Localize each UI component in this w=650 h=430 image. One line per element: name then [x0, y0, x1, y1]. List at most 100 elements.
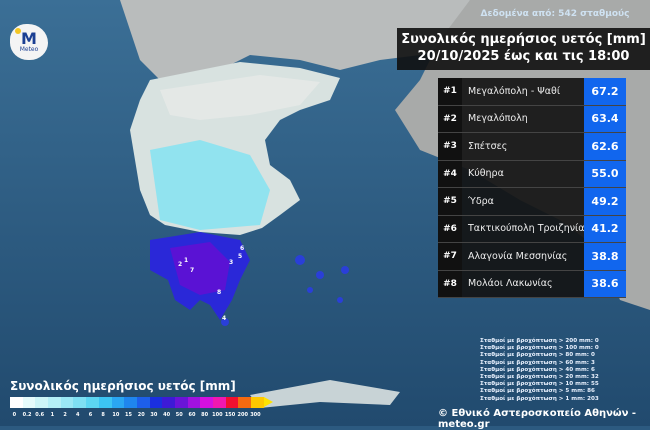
map-marker-7: 7	[190, 267, 194, 274]
rank: #8	[438, 270, 462, 297]
legend-color-cell	[111, 397, 125, 408]
legend-tick: 8	[101, 412, 105, 418]
rank: #1	[438, 78, 462, 105]
rank: #5	[438, 188, 462, 215]
legend-ticks: 0 0.2 0.6 1 2 4 6 8 10 15 20 30 40 50 60 80 100 150 200 300	[8, 412, 262, 418]
title-line-2: 20/10/2025 έως και τις 18:00	[417, 49, 630, 64]
rank: #2	[438, 105, 462, 132]
legend-color-cell	[98, 397, 112, 408]
station-name: Ύδρα	[462, 188, 584, 215]
stations-count: Δεδομένα από: 542 σταθμούς	[480, 9, 630, 19]
legend-color-cell	[86, 397, 99, 408]
stat-line: Σταθμοί με βροχόπτωση > 100 mm: 0	[480, 345, 599, 352]
station-name: Μολάοι Λακωνίας	[462, 270, 584, 297]
stat-line: Σταθμοί με βροχόπτωση > 10 mm: 55	[480, 381, 599, 388]
legend-tick: 80	[201, 412, 209, 418]
ranking-row: #8 Μολάοι Λακωνίας 38.6	[438, 270, 626, 298]
rank: #6	[438, 215, 462, 242]
ranking-row: #6 Τακτικούπολη Τροιζηνίας 41.2	[438, 215, 626, 243]
legend-color-cell	[251, 397, 264, 408]
legend-arrow-icon	[263, 397, 273, 407]
legend-color-cell	[136, 397, 150, 408]
legend-color-cell	[149, 397, 163, 408]
legend-tick: 40	[163, 412, 171, 418]
map-marker-2: 2	[178, 261, 182, 268]
stat-line: Σταθμοί με βροχόπτωση > 5 mm: 86	[480, 388, 595, 395]
map-marker-5: 5	[238, 253, 242, 260]
stat-line: Σταθμοί με βροχόπτωση > 1 mm: 203	[480, 395, 599, 402]
legend-color-cell	[162, 397, 175, 408]
map-marker-6: 6	[240, 245, 244, 252]
stat-line: Σταθμοί με βροχόπτωση > 200 mm: 0	[480, 338, 599, 344]
ranking-row: #1 Μεγαλόπολη - Ψαθί 67.2	[438, 78, 626, 106]
legend-color-cell	[22, 397, 36, 408]
legend-color-bar	[10, 397, 273, 408]
legend-color-cell	[48, 397, 61, 408]
ranking-row: #4 Κύθηρα 55.0	[438, 160, 626, 188]
legend-tick: 60	[188, 412, 196, 418]
legend-color-cell	[225, 397, 239, 408]
legend-tick: 30	[150, 412, 158, 418]
ranking-row: #3 Σπέτσες 62.6	[438, 133, 626, 161]
ranking-row: #7 Αλαγονία Μεσσηνίας 38.8	[438, 243, 626, 271]
ranking-row: #5 Ύδρα 49.2	[438, 188, 626, 216]
legend-color-cell	[174, 397, 188, 408]
map-marker-8: 8	[217, 289, 221, 296]
legend-tick: 0.2	[22, 412, 32, 418]
station-name: Μεγαλόπολη - Ψαθί	[462, 78, 584, 105]
station-stats: Σταθμοί με βροχόπτωση > 200 mm: 0 Σταθμοί…	[480, 338, 599, 403]
legend-color-cell	[60, 397, 74, 408]
rain-central	[150, 140, 270, 230]
logo-mark: M	[21, 29, 37, 48]
legend-tick: 200	[237, 412, 248, 418]
ranking-table: #1 Μεγαλόπολη - Ψαθί 67.2 #2 Μεγαλόπολη 63.4 #…	[438, 78, 626, 298]
title-line-1: Συνολικός ημερήσιος υετός [mm]	[401, 32, 646, 47]
legend-color-cell	[35, 397, 49, 408]
rain-value: 67.2	[584, 78, 626, 105]
balkans-land	[120, 0, 470, 85]
stat-line: Σταθμοί με βροχόπτωση > 20 mm: 32	[480, 374, 599, 381]
crete	[250, 380, 400, 408]
credit: © Εθνικό Αστεροσκοπείο Αθηνών - meteo.gr	[438, 408, 637, 430]
legend-title: Συνολικός ημερήσιος υετός [mm]	[10, 379, 236, 393]
legend-tick: 150	[224, 412, 236, 418]
rain-value: 49.2	[584, 188, 626, 215]
legend-tick: 50	[175, 412, 183, 418]
aegean-islands	[221, 255, 349, 326]
legend-tick: 1	[50, 412, 55, 418]
stat-line: Σταθμοί με βροχόπτωση > 60 mm: 3	[480, 359, 595, 366]
logo-dot	[15, 28, 21, 34]
legend-tick: 0.6	[35, 412, 45, 418]
legend-color-cell	[213, 397, 226, 408]
map-marker-1: 1	[184, 257, 188, 264]
station-name: Σπέτσες	[462, 133, 584, 160]
station-name: Αλαγονία Μεσσηνίας	[462, 243, 584, 270]
legend-tick: 0	[12, 412, 17, 418]
rain-value: 63.4	[584, 105, 626, 132]
legend-color-cell	[10, 397, 23, 408]
rain-value: 62.6	[584, 133, 626, 160]
meteo-logo[interactable]: M Meteo	[10, 24, 48, 60]
station-name: Κύθηρα	[462, 160, 584, 187]
station-name: Τακτικούπολη Τροιζηνίας	[462, 215, 584, 242]
legend-tick: 10	[112, 412, 120, 418]
rain-value: 55.0	[584, 160, 626, 187]
stat-line: Σταθμοί με βροχόπτωση > 40 mm: 6	[480, 366, 595, 373]
legend-tick: 4	[76, 412, 80, 418]
legend-color-cell	[124, 397, 137, 408]
legend-tick: 20	[137, 412, 145, 418]
stat-line: Σταθμοί με βροχόπτωση > 80 mm: 0	[480, 352, 595, 359]
legend-color-cell	[238, 397, 252, 408]
logo-text: Meteo	[19, 46, 39, 53]
rain-value: 38.6	[584, 270, 626, 297]
rain-value: 41.2	[584, 215, 626, 242]
rank: #7	[438, 243, 462, 270]
map-marker-3: 3	[229, 259, 233, 266]
station-name: Μεγαλόπολη	[462, 105, 584, 132]
ranking-row: #2 Μεγαλόπολη 63.4	[438, 105, 626, 133]
legend-color-cell	[73, 397, 87, 408]
legend-tick: 2	[63, 412, 67, 418]
rank: #3	[438, 133, 462, 160]
peloponnese-core	[170, 242, 230, 295]
rank: #4	[438, 160, 462, 187]
